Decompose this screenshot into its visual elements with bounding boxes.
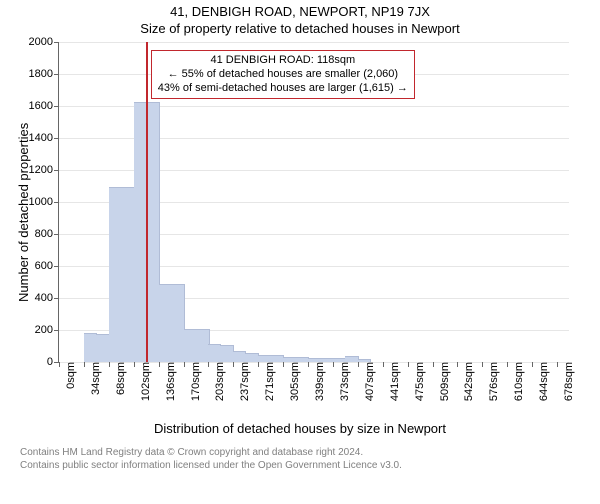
x-tick-label: 509sqm <box>437 362 451 401</box>
histogram-bar <box>184 329 197 362</box>
x-tick-label: 203sqm <box>212 362 226 401</box>
x-tick-label: 407sqm <box>362 362 376 401</box>
y-tick-label: 0 <box>47 356 59 368</box>
histogram-bar <box>159 284 172 362</box>
x-tick-label: 136sqm <box>163 362 177 401</box>
footer-line-1: Contains HM Land Registry data © Crown c… <box>20 446 600 459</box>
x-tick-mark <box>258 362 259 367</box>
histogram-bar <box>171 284 184 362</box>
x-tick-label: 441sqm <box>387 362 401 401</box>
x-axis-label: Distribution of detached houses by size … <box>0 421 600 436</box>
page-title-line2: Size of property relative to detached ho… <box>0 21 600 36</box>
x-tick-mark <box>383 362 384 367</box>
x-tick-mark <box>109 362 110 367</box>
histogram-bar <box>146 102 159 362</box>
y-tick-label: 800 <box>35 228 59 240</box>
x-tick-label: 305sqm <box>287 362 301 401</box>
x-tick-mark <box>557 362 558 367</box>
x-tick-mark <box>159 362 160 367</box>
x-tick-mark <box>358 362 359 367</box>
page-title-line1: 41, DENBIGH ROAD, NEWPORT, NP19 7JX <box>0 4 600 19</box>
x-tick-mark <box>59 362 60 367</box>
histogram-bar <box>270 355 283 362</box>
y-tick-label: 200 <box>35 324 59 336</box>
y-tick-label: 1400 <box>29 132 59 144</box>
chart-container: 02004006008001000120014001600180020000sq… <box>58 42 600 363</box>
x-tick-label: 644sqm <box>536 362 550 401</box>
highlight-line <box>146 42 148 362</box>
x-tick-label: 0sqm <box>63 362 77 389</box>
gridline-h <box>59 42 569 43</box>
legend-line-3: 43% of semi-detached houses are larger (… <box>158 82 408 96</box>
x-tick-label: 542sqm <box>461 362 475 401</box>
y-tick-label: 1800 <box>29 68 59 80</box>
y-axis-label: Number of detached properties <box>16 123 31 302</box>
x-tick-label: 373sqm <box>337 362 351 401</box>
x-tick-mark <box>433 362 434 367</box>
legend-box: 41 DENBIGH ROAD: 118sqm← 55% of detached… <box>151 50 415 99</box>
attribution-footer: Contains HM Land Registry data © Crown c… <box>20 446 600 472</box>
x-tick-mark <box>134 362 135 367</box>
x-tick-label: 237sqm <box>237 362 251 401</box>
x-tick-mark <box>408 362 409 367</box>
x-tick-mark <box>233 362 234 367</box>
y-tick-label: 1000 <box>29 196 59 208</box>
x-tick-mark <box>457 362 458 367</box>
footer-line-2: Contains public sector information licen… <box>20 459 600 472</box>
legend-line-1: 41 DENBIGH ROAD: 118sqm <box>158 54 408 68</box>
y-tick-label: 600 <box>35 260 59 272</box>
histogram-bar <box>258 355 271 362</box>
x-tick-mark <box>532 362 533 367</box>
x-tick-mark <box>482 362 483 367</box>
x-tick-mark <box>84 362 85 367</box>
y-tick-label: 1200 <box>29 164 59 176</box>
x-tick-mark <box>333 362 334 367</box>
x-tick-mark <box>507 362 508 367</box>
x-tick-label: 339sqm <box>312 362 326 401</box>
y-tick-label: 400 <box>35 292 59 304</box>
x-tick-label: 576sqm <box>486 362 500 401</box>
x-tick-label: 34sqm <box>88 362 102 395</box>
legend-line-2: ← 55% of detached houses are smaller (2,… <box>158 68 408 82</box>
x-tick-label: 102sqm <box>138 362 152 401</box>
x-tick-label: 68sqm <box>113 362 127 395</box>
histogram-bar <box>220 345 233 362</box>
x-tick-label: 610sqm <box>511 362 525 401</box>
x-tick-label: 678sqm <box>561 362 575 401</box>
histogram-bar <box>233 351 246 362</box>
x-tick-label: 271sqm <box>262 362 276 401</box>
histogram-bar <box>245 353 258 362</box>
histogram-bar <box>121 187 134 362</box>
histogram-plot: 02004006008001000120014001600180020000sq… <box>58 42 569 363</box>
y-tick-label: 2000 <box>29 36 59 48</box>
x-tick-mark <box>184 362 185 367</box>
y-tick-label: 1600 <box>29 100 59 112</box>
histogram-bar <box>96 334 109 362</box>
histogram-bar <box>208 344 221 362</box>
x-tick-label: 170sqm <box>188 362 202 401</box>
x-tick-mark <box>308 362 309 367</box>
histogram-bar <box>109 187 122 362</box>
histogram-bar <box>84 333 97 362</box>
x-tick-mark <box>208 362 209 367</box>
x-tick-mark <box>283 362 284 367</box>
x-tick-label: 475sqm <box>412 362 426 401</box>
